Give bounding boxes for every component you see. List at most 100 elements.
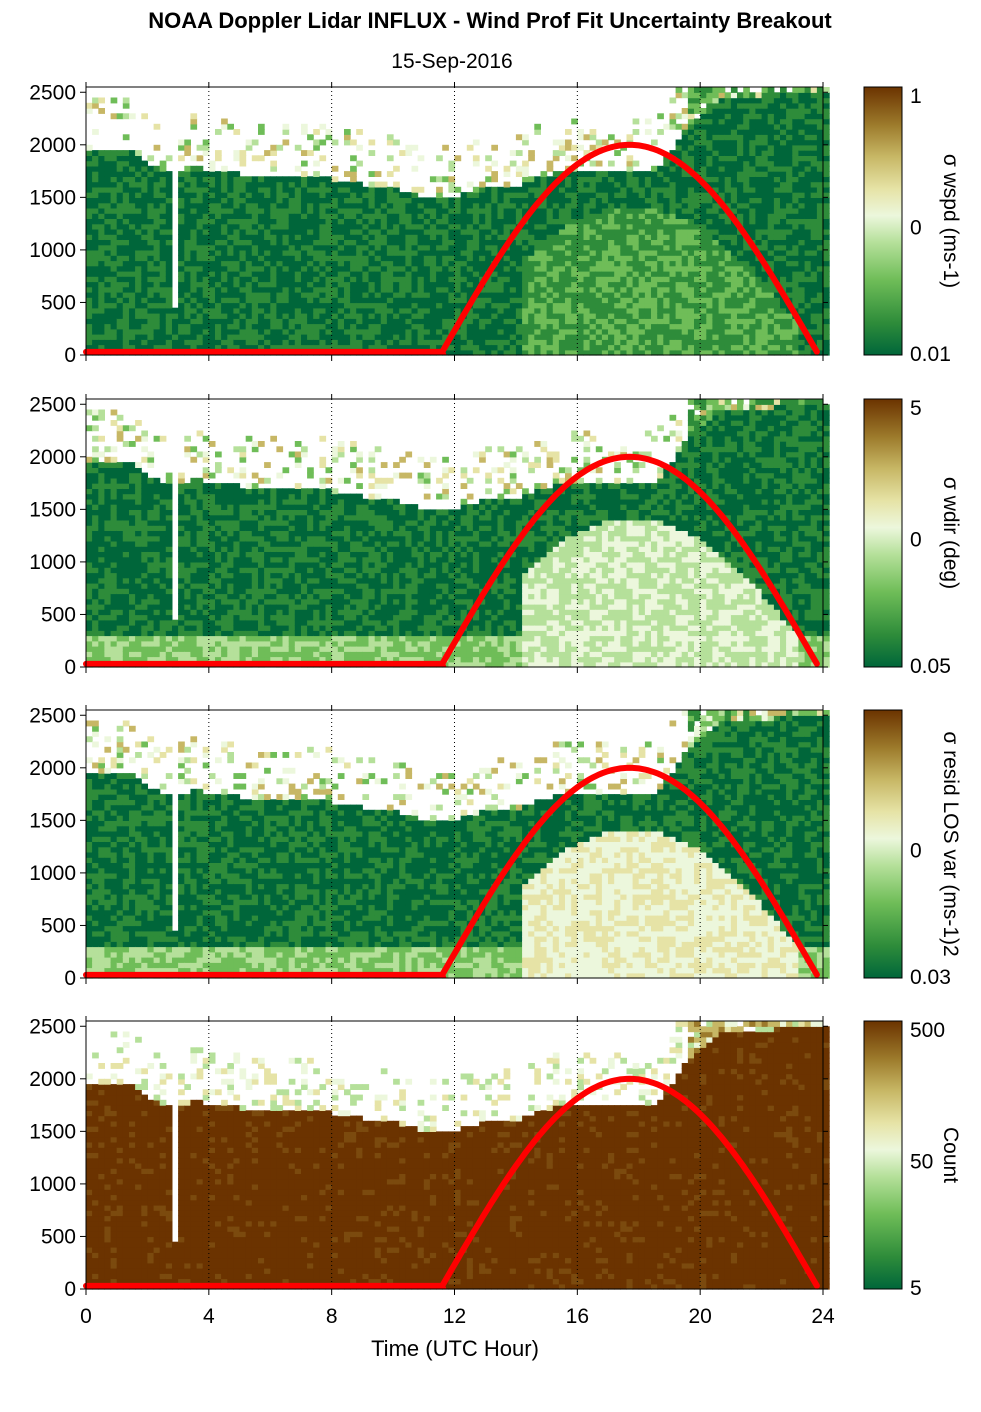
heatmap-cell [197,318,204,324]
heatmap-cell [111,297,118,303]
heatmap-cell [135,224,142,230]
heatmap-cell [129,182,136,188]
heatmap-cell [184,324,191,330]
heatmap-cell [135,266,142,272]
heatmap-cell [92,334,99,340]
heatmap-cell [123,103,130,109]
heatmap-cell [178,266,185,272]
heatmap-cell [209,260,216,266]
heatmap-cell [190,255,197,261]
heatmap-cell [203,250,210,256]
heatmap-cell [209,250,216,256]
heatmap-cell [209,224,216,230]
heatmap-cell [197,292,204,298]
heatmap-cell [129,171,136,177]
heatmap-cell [197,334,204,340]
heatmap-cell [111,176,118,182]
heatmap-cell [141,313,148,319]
heatmap-cell [123,334,130,340]
heatmap-cell [166,318,173,324]
heatmap-cell [227,308,234,314]
heatmap-cell [221,276,228,282]
heatmap-cell [160,218,167,224]
heatmap-cell [190,266,197,272]
heatmap-cell [141,213,148,219]
heatmap-cell [172,318,179,324]
heatmap-cell [154,213,161,219]
heatmap-cell [166,308,173,314]
heatmap-cell [129,229,136,235]
heatmap-cell [98,250,105,256]
heatmap-cell [154,224,161,230]
heatmap-cell [129,318,136,324]
heatmap-cell [117,334,124,340]
heatmap-cell [197,234,204,240]
heatmap-cell [197,297,204,303]
heatmap-cell [221,245,228,251]
heatmap-cell [154,303,161,309]
heatmap-cell [197,313,204,319]
heatmap-cell [184,297,191,303]
heatmap-cell [111,161,118,167]
heatmap-cell [160,239,167,245]
heatmap-cell [135,260,142,266]
heatmap-cell [221,339,228,345]
heatmap-cell [111,276,118,282]
heatmap-cell [227,239,234,245]
heatmap-cell [92,271,99,277]
heatmap-cell [154,234,161,240]
heatmap-cell [129,276,136,282]
heatmap-cell [184,140,191,146]
heatmap-cell [197,255,204,261]
heatmap-cell [104,245,111,251]
heatmap-cell [178,218,185,224]
heatmap-cell [160,308,167,314]
heatmap-cell [141,176,148,182]
heatmap-cell [160,171,167,177]
heatmap-cell [154,308,161,314]
heatmap-cell [197,329,204,335]
heatmap-cell [123,297,130,303]
heatmap-cell [98,203,105,209]
heatmap-cell [92,208,99,214]
heatmap-cell [86,297,93,303]
heatmap-cell [184,150,191,156]
heatmap-cell [104,255,111,261]
heatmap-cell [92,161,99,167]
heatmap-cell [215,329,222,335]
heatmap-cell [141,224,148,230]
heatmap-cell [117,245,124,251]
heatmap-cell [98,171,105,177]
heatmap-cell [184,187,191,193]
heatmap-cell [129,339,136,345]
heatmap-cell [92,224,99,230]
heatmap-cell [123,187,130,193]
heatmap-cell [129,297,136,303]
heatmap-cell [190,155,197,161]
heatmap-cell [184,276,191,282]
heatmap-cell [227,208,234,214]
heatmap-cell [209,281,216,287]
heatmap-cell [233,292,240,298]
heatmap-cell [117,203,124,209]
heatmap-cell [117,192,124,198]
heatmap-cell [184,255,191,261]
heatmap-cell [160,303,167,309]
heatmap-cell [160,250,167,256]
heatmap-cell [166,218,173,224]
heatmap-cell [92,266,99,272]
heatmap-cell [92,260,99,266]
heatmap-cell [135,255,142,261]
heatmap-cell [233,187,240,193]
heatmap-cell [190,329,197,335]
heatmap-cell [92,245,99,251]
heatmap-cell [190,213,197,219]
heatmap-cell [227,329,234,335]
heatmap-cell [203,292,210,298]
heatmap-cell [197,176,204,182]
heatmap-cell [209,208,216,214]
heatmap-cell [92,103,99,109]
heatmap-cell [104,324,111,330]
heatmap-cell [190,182,197,188]
heatmap-cell [123,318,130,324]
